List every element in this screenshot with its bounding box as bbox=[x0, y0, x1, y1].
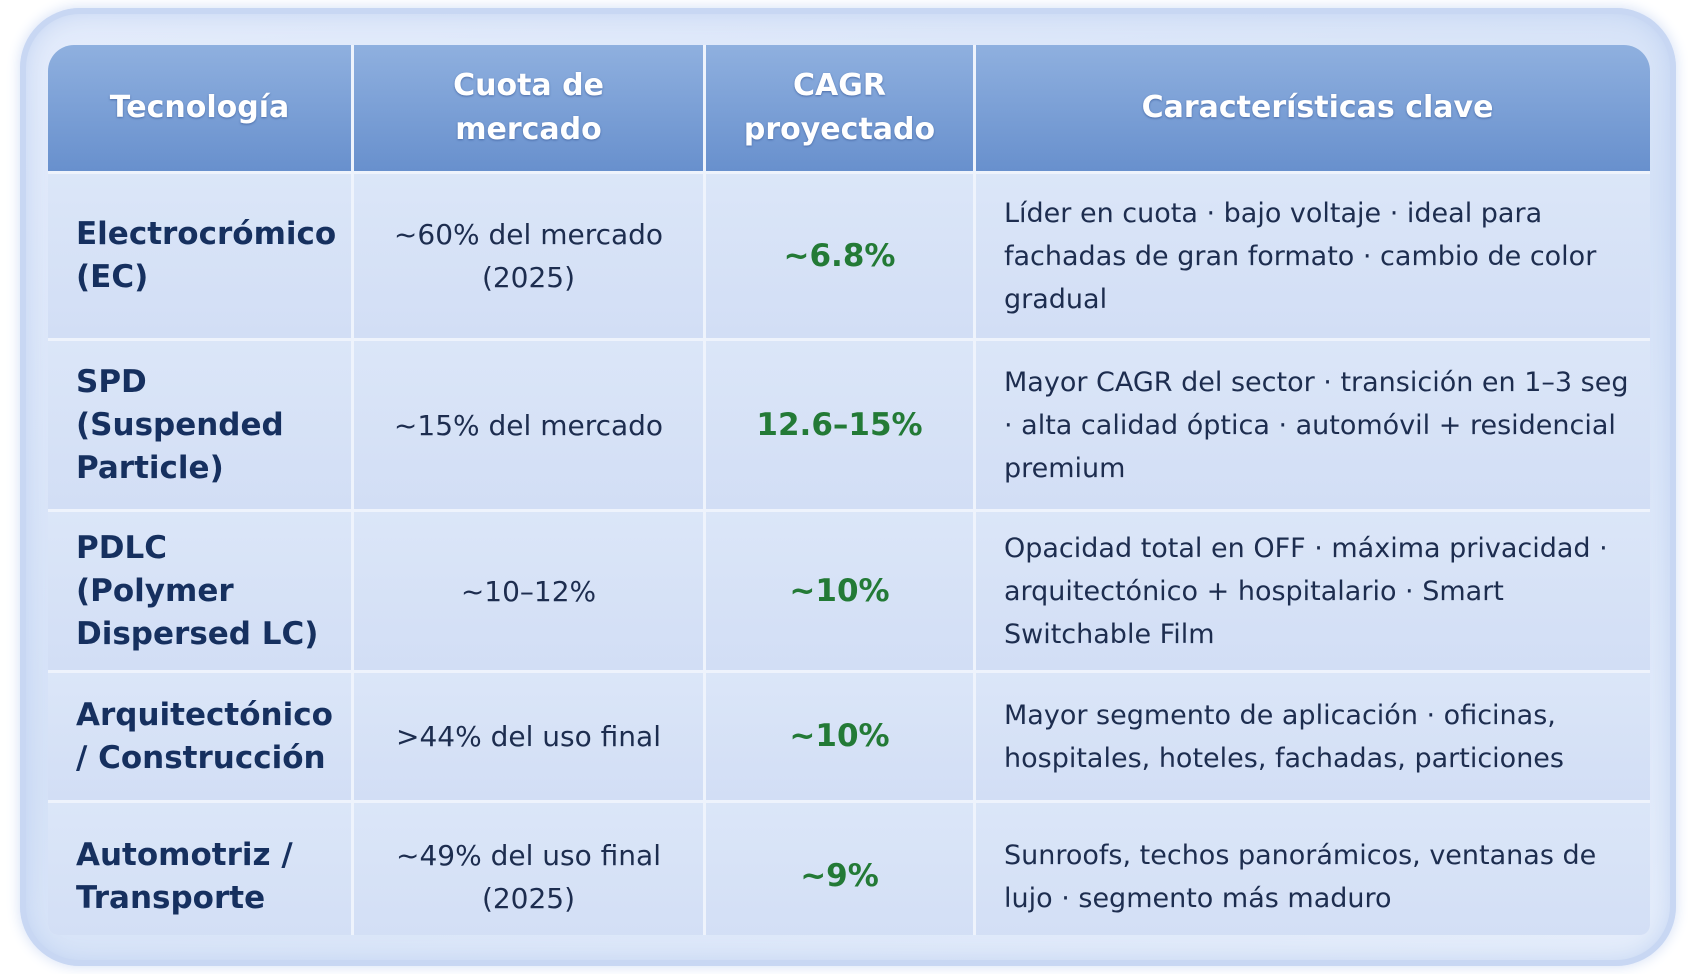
features-cell: Mayor CAGR del sector · transición en 1–… bbox=[976, 341, 1650, 509]
cagr-cell: ~10% bbox=[706, 673, 973, 800]
share-cell: ~49% del uso final (2025) bbox=[354, 803, 703, 935]
cagr-cell: 12.6–15% bbox=[706, 341, 973, 509]
features-cell: Sunroofs, techos panorámicos, ventanas d… bbox=[976, 803, 1650, 935]
cagr-cell: ~9% bbox=[706, 803, 973, 935]
header-cell: Cuota de mercado bbox=[354, 45, 703, 171]
share-cell: >44% del uso final bbox=[354, 673, 703, 800]
share-cell: ~15% del mercado bbox=[354, 341, 703, 509]
share-cell: ~60% del mercado (2025) bbox=[354, 174, 703, 338]
cagr-cell: ~6.8% bbox=[706, 174, 973, 338]
header-cell: CAGR proyectado bbox=[706, 45, 973, 171]
technology-cell: Automotriz / Transporte bbox=[48, 803, 351, 935]
technology-cell: Arquitectónico / Construcción bbox=[48, 673, 351, 800]
features-cell: Líder en cuota · bajo voltaje · ideal pa… bbox=[976, 174, 1650, 338]
market-table: Tecnología Cuota de mercado CAGR proyectad… bbox=[48, 45, 1650, 935]
share-cell: ~10–12% bbox=[354, 512, 703, 670]
technology-cell: PDLC (Polymer Dispersed LC) bbox=[48, 512, 351, 670]
features-cell: Opacidad total en OFF · máxima privacida… bbox=[976, 512, 1650, 670]
technology-cell: SPD (Suspended Particle) bbox=[48, 341, 351, 509]
cagr-cell: ~10% bbox=[706, 512, 973, 670]
header-cell: Características clave bbox=[976, 45, 1650, 171]
technology-cell: Electrocrómico (EC) bbox=[48, 174, 351, 338]
header-cell: Tecnología bbox=[48, 45, 351, 171]
features-cell: Mayor segmento de aplicación · oficinas,… bbox=[976, 673, 1650, 800]
